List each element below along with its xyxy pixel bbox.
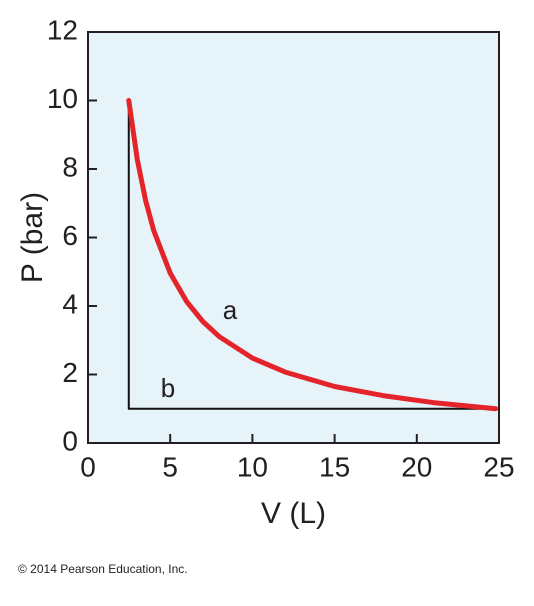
y-tick-label: 8 bbox=[62, 151, 78, 182]
y-tick-label: 12 bbox=[47, 14, 78, 45]
series-label: b bbox=[161, 373, 175, 403]
x-tick-label: 10 bbox=[237, 451, 268, 482]
plot-area bbox=[87, 31, 500, 444]
series-line bbox=[127, 99, 497, 410]
footnote: © 2014 Pearson Education, Inc. bbox=[18, 562, 188, 576]
x-axis-label: V (L) bbox=[261, 497, 326, 530]
series-label: a bbox=[223, 295, 238, 325]
series-line bbox=[126, 98, 499, 412]
y-tick-label: 4 bbox=[62, 288, 78, 319]
y-tick-label: 10 bbox=[47, 83, 78, 114]
x-tick-label: 20 bbox=[401, 451, 432, 482]
y-axis-label: P (bar) bbox=[16, 192, 49, 283]
x-tick-label: 0 bbox=[80, 451, 96, 482]
x-tick-label: 5 bbox=[162, 451, 178, 482]
y-tick-label: 0 bbox=[62, 425, 78, 456]
y-tick-label: 2 bbox=[62, 357, 78, 388]
y-tick-label: 6 bbox=[62, 220, 78, 251]
x-tick-label: 15 bbox=[319, 451, 350, 482]
x-tick-label: 25 bbox=[483, 451, 514, 482]
